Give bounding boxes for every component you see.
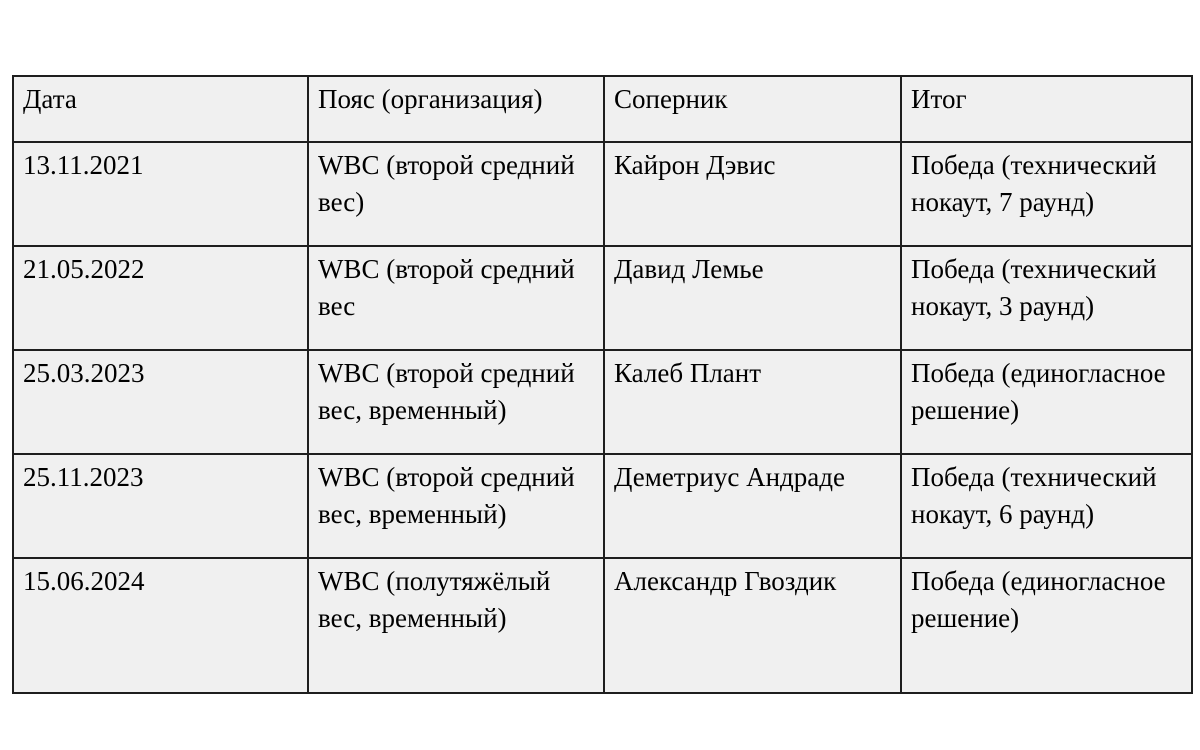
cell-opponent: Калеб Плант: [603, 349, 902, 455]
column-header-result: Итог: [900, 75, 1193, 143]
table-row: 15.06.2024 WBC (полутяжёлый вес, временн…: [12, 557, 1193, 694]
cell-date: 13.11.2021: [12, 141, 309, 247]
column-header-belt: Пояс (организация): [307, 75, 605, 143]
cell-opponent: Кайрон Дэвис: [603, 141, 902, 247]
cell-opponent: Давид Лемье: [603, 245, 902, 351]
table-row: 25.11.2023 WBC (второй средний вес, врем…: [12, 453, 1193, 559]
column-header-date: Дата: [12, 75, 309, 143]
cell-belt: WBC (полутяжёлый вес, временный): [307, 557, 605, 694]
table-row: 13.11.2021 WBC (второй средний вес) Кайр…: [12, 141, 1193, 247]
cell-belt: WBC (второй средний вес: [307, 245, 605, 351]
title-fights-table: Дата Пояс (организация) Соперник Итог 13…: [12, 75, 1193, 694]
cell-date: 15.06.2024: [12, 557, 309, 694]
cell-belt: WBC (второй средний вес, временный): [307, 349, 605, 455]
cell-opponent: Деметриус Андраде: [603, 453, 902, 559]
cell-belt: WBC (второй средний вес): [307, 141, 605, 247]
cell-result: Победа (технический нокаут, 3 раунд): [900, 245, 1193, 351]
column-header-opponent: Соперник: [603, 75, 902, 143]
cell-result: Победа (единогласное решение): [900, 349, 1193, 455]
cell-belt: WBC (второй средний вес, временный): [307, 453, 605, 559]
cell-result: Победа (единогласное решение): [900, 557, 1193, 694]
cell-date: 25.03.2023: [12, 349, 309, 455]
table-header-row: Дата Пояс (организация) Соперник Итог: [12, 75, 1193, 143]
cell-opponent: Александр Гвоздик: [603, 557, 902, 694]
cell-date: 21.05.2022: [12, 245, 309, 351]
cell-result: Победа (технический нокаут, 7 раунд): [900, 141, 1193, 247]
table-row: 25.03.2023 WBC (второй средний вес, врем…: [12, 349, 1193, 455]
cell-result: Победа (технический нокаут, 6 раунд): [900, 453, 1193, 559]
table-row: 21.05.2022 WBC (второй средний вес Давид…: [12, 245, 1193, 351]
cell-date: 25.11.2023: [12, 453, 309, 559]
